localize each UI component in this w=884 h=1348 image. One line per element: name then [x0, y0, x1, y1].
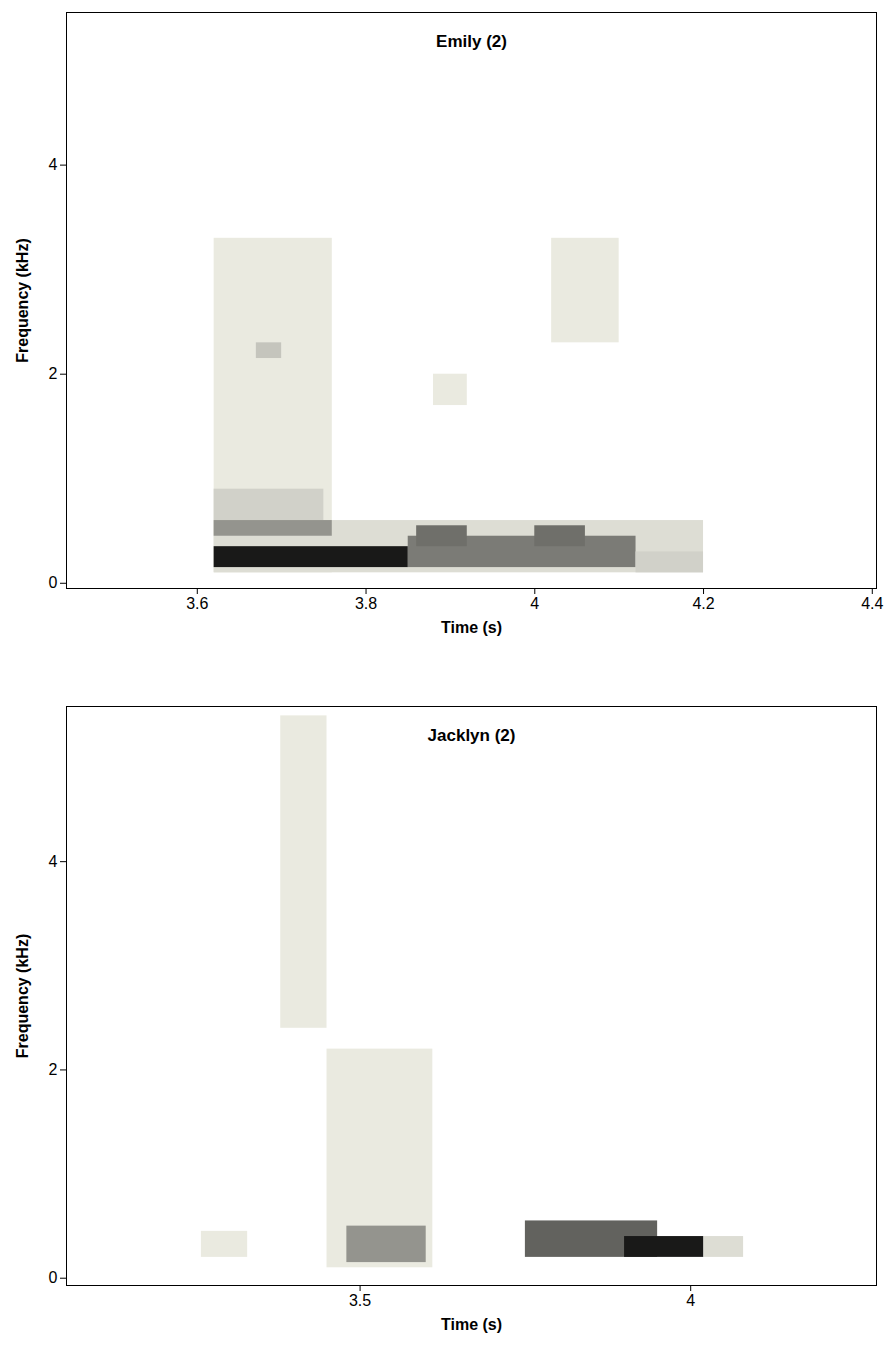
- svg-text:4.4: 4.4: [861, 595, 883, 612]
- svg-text:4.2: 4.2: [692, 595, 714, 612]
- svg-text:Time (s): Time (s): [441, 1316, 502, 1333]
- svg-text:4: 4: [530, 595, 539, 612]
- svg-text:3.8: 3.8: [355, 595, 377, 612]
- svg-text:3.6: 3.6: [186, 595, 208, 612]
- svg-text:Frequency (kHz): Frequency (kHz): [14, 238, 31, 362]
- svg-text:4: 4: [686, 1292, 695, 1309]
- svg-text:Jacklyn (2): Jacklyn (2): [428, 726, 516, 745]
- svg-text:0: 0: [49, 574, 58, 591]
- svg-text:4: 4: [49, 853, 58, 870]
- svg-text:2: 2: [49, 365, 58, 382]
- svg-text:Frequency (kHz): Frequency (kHz): [14, 934, 31, 1058]
- svg-text:0: 0: [49, 1269, 58, 1286]
- svg-text:3.5: 3.5: [349, 1292, 371, 1309]
- svg-text:2: 2: [49, 1061, 58, 1078]
- svg-text:Time (s): Time (s): [441, 619, 502, 636]
- svg-text:4: 4: [49, 156, 58, 173]
- svg-text:Emily (2): Emily (2): [436, 32, 507, 51]
